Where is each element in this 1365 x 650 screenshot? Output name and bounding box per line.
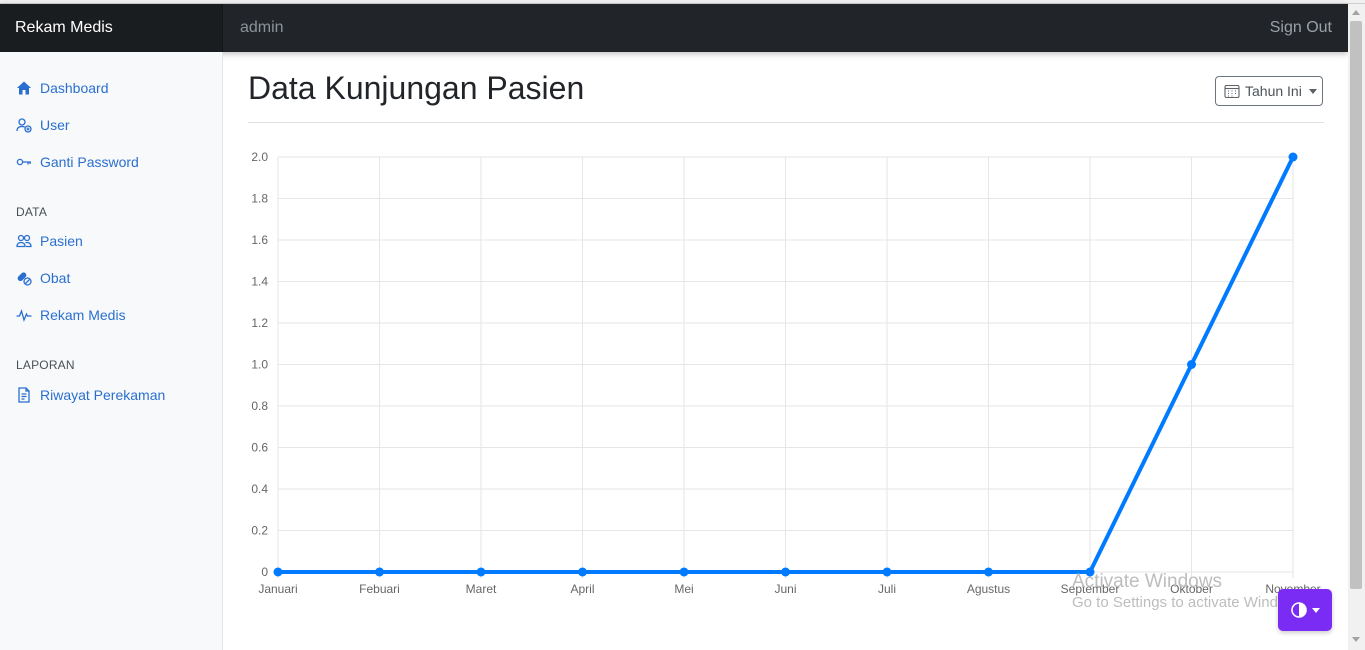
x-tick-label: Oktober: [1170, 582, 1213, 596]
sign-out-link[interactable]: Sign Out: [1269, 19, 1332, 36]
period-dropdown-label: Tahun Ini: [1245, 83, 1302, 99]
sidebar-item-ganti-password[interactable]: Ganti Password: [16, 151, 139, 173]
x-tick-label: Juni: [774, 582, 796, 596]
main-content: Data Kunjungan Pasien Tahun Ini: [224, 52, 1348, 650]
sidebar-item-riwayat-perekaman[interactable]: Riwayat Perekaman: [16, 384, 165, 406]
data-point: [1085, 567, 1095, 577]
data-point: [273, 567, 283, 577]
browser-top-strip: [0, 0, 1365, 4]
theme-toggle-button[interactable]: [1278, 589, 1332, 631]
capsule-icon: [17, 272, 32, 286]
sidebar-item-rekam-medis[interactable]: Rekam Medis: [16, 304, 126, 326]
sidebar-item-label: Ganti Password: [40, 154, 139, 170]
sidebar-item-label: Riwayat Perekaman: [40, 387, 166, 403]
sidebar: Dashboard User Ganti Password DATA Pasie…: [0, 52, 223, 650]
visits-line-chart: 0 0.2 0.4 0.6 0.8 1.0 1.2 1.4 1.6 1.8 2.0 Januari Fe…: [251, 150, 1320, 596]
x-tick-label: Januari: [258, 582, 297, 596]
sidebar-item-dashboard[interactable]: Dashboard: [16, 77, 109, 99]
sidebar-heading-data: DATA: [16, 205, 48, 219]
user-add-icon: [16, 118, 32, 133]
data-point: [375, 567, 384, 577]
key-icon: [16, 158, 31, 166]
y-tick-label: 1.2: [251, 316, 268, 330]
x-tick-label: Agustus: [967, 582, 1010, 596]
brand-link[interactable]: Rekam Medis: [0, 4, 223, 52]
data-point: [781, 567, 790, 577]
document-icon: [18, 387, 30, 403]
y-tick-label: 1.0: [251, 358, 268, 372]
sidebar-item-user[interactable]: User: [16, 114, 70, 136]
calendar-icon: [1224, 84, 1240, 99]
house-icon: [17, 81, 31, 95]
chevron-down-icon: [1308, 88, 1317, 94]
sidebar-heading-laporan: LAPORAN: [16, 358, 75, 372]
header-divider: [248, 122, 1324, 123]
sidebar-item-label: Obat: [40, 270, 71, 286]
sidebar-item-label: Pasien: [40, 233, 83, 249]
chevron-down-icon: [1312, 607, 1320, 613]
data-point: [578, 567, 587, 577]
data-point: [476, 567, 486, 577]
y-tick-label: 1.4: [251, 275, 268, 289]
page-title: Data Kunjungan Pasien: [248, 70, 585, 106]
y-tick-label: 1.8: [251, 192, 268, 206]
scroll-up-arrow-icon[interactable]: [1352, 10, 1360, 15]
y-tick-label: 0.8: [251, 399, 268, 413]
current-user-label: admin: [240, 19, 284, 36]
y-tick-label: 2.0: [251, 150, 268, 164]
sidebar-item-label: User: [40, 117, 70, 133]
sidebar-item-pasien[interactable]: Pasien: [16, 230, 83, 252]
x-tick-label: Febuari: [359, 582, 400, 596]
y-tick-label: 0: [261, 565, 268, 579]
y-tick-label: 0.2: [251, 524, 268, 538]
sidebar-item-label: Dashboard: [40, 80, 109, 96]
sidebar-item-label: Rekam Medis: [40, 307, 126, 323]
data-point: [679, 567, 689, 577]
x-tick-label: Mei: [674, 582, 693, 596]
top-navbar: Rekam Medis admin Sign Out: [0, 4, 1348, 52]
pulse-icon: [16, 308, 32, 322]
y-tick-label: 1.6: [251, 233, 268, 247]
x-tick-label: September: [1061, 582, 1120, 596]
scroll-down-arrow-icon[interactable]: [1352, 637, 1360, 642]
page-scrollbar[interactable]: [1348, 4, 1365, 650]
scrollbar-thumb[interactable]: [1350, 21, 1362, 589]
x-tick-label: Maret: [466, 582, 497, 596]
data-point: [1288, 152, 1298, 162]
people-icon: [16, 234, 32, 248]
data-point: [882, 567, 892, 577]
x-tick-label: April: [570, 582, 594, 596]
data-point: [1187, 360, 1196, 369]
data-point: [984, 567, 993, 577]
period-dropdown-button[interactable]: Tahun Ini: [1215, 76, 1323, 106]
x-tick-label: Juli: [878, 582, 896, 596]
y-tick-label: 0.4: [251, 482, 268, 496]
y-tick-label: 0.6: [251, 441, 268, 455]
contrast-icon: [1291, 602, 1307, 618]
sidebar-item-obat[interactable]: Obat: [16, 267, 70, 289]
